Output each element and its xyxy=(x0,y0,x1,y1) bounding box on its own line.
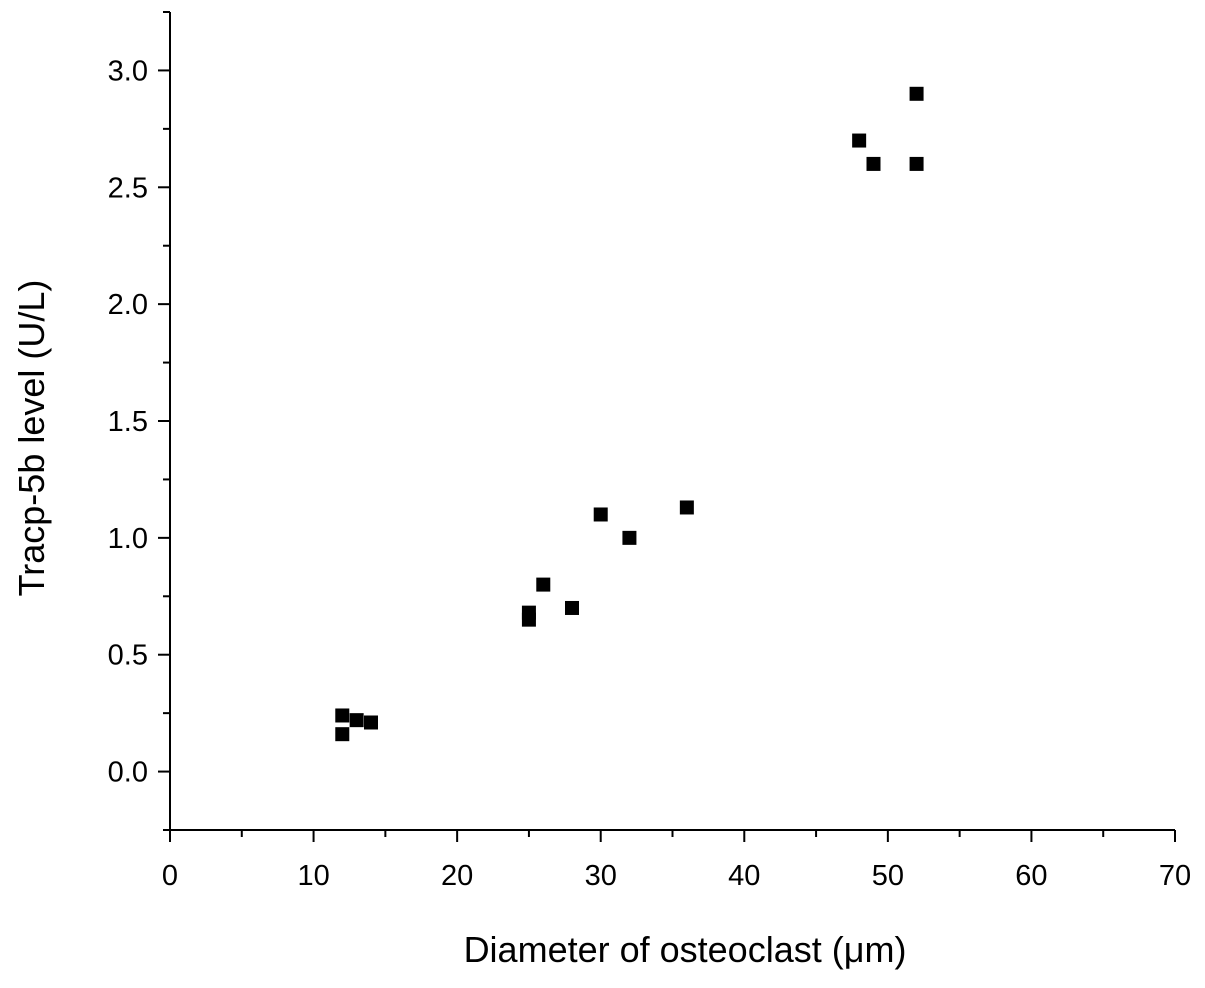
y-tick-label: 1.5 xyxy=(108,406,148,438)
x-tick-label: 40 xyxy=(728,860,760,892)
x-axis-title: Diameter of osteoclast (μm) xyxy=(464,929,907,970)
x-tick-label: 30 xyxy=(585,860,617,892)
x-tick-label: 70 xyxy=(1159,860,1191,892)
data-point xyxy=(866,156,881,171)
y-tick-label: 2.5 xyxy=(108,172,148,204)
data-point xyxy=(335,727,350,742)
data-point xyxy=(622,530,637,545)
data-point xyxy=(349,713,364,728)
data-point xyxy=(335,708,350,723)
data-point xyxy=(364,715,378,730)
y-tick-label: 1.0 xyxy=(108,523,148,555)
y-tick-label: 0.0 xyxy=(108,757,148,789)
y-axis-ticks: 0.0 0.5 1.0 1.5 2.0 2.5 3.0 xyxy=(108,11,170,831)
y-tick-label: 3.0 xyxy=(108,55,148,87)
data-point xyxy=(679,500,694,515)
data-point xyxy=(521,612,536,627)
data-point xyxy=(593,507,608,522)
x-tick-label: 60 xyxy=(1015,860,1047,892)
y-tick-label: 0.5 xyxy=(108,640,148,672)
x-tick-label: 10 xyxy=(297,860,329,892)
x-tick-label: 0 xyxy=(162,860,178,892)
x-axis-ticks: 0 10 20 30 40 50 60 70 xyxy=(162,830,1191,892)
x-tick-label: 50 xyxy=(872,860,904,892)
axes xyxy=(169,12,1175,831)
y-axis-title: Tracp-5b level (U/L) xyxy=(11,280,52,597)
data-point xyxy=(852,133,867,148)
x-tick-label: 20 xyxy=(441,860,473,892)
data-point xyxy=(565,600,579,615)
data-point xyxy=(909,156,924,171)
y-tick-label: 2.0 xyxy=(108,289,148,321)
data-point xyxy=(536,577,551,592)
data-point xyxy=(909,86,924,101)
data-points xyxy=(335,86,924,742)
